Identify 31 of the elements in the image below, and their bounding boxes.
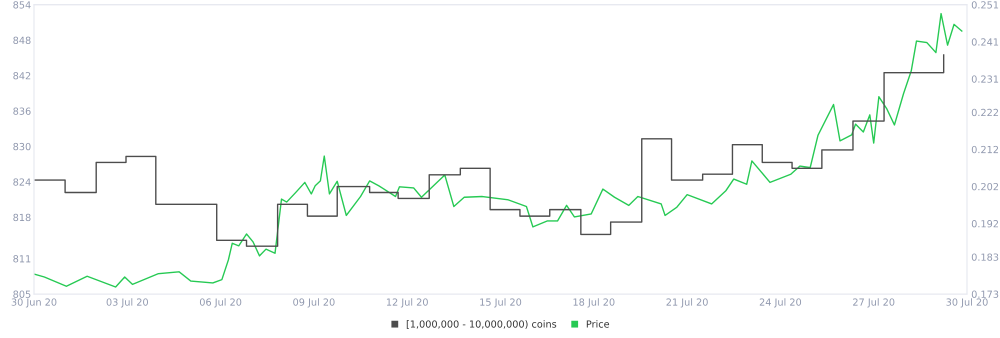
- y-tick-label: 836: [13, 107, 31, 115]
- x-tick-label: 24 Jul 20: [760, 298, 802, 308]
- legend-label: Price: [586, 320, 610, 328]
- y2-tick-label: 0.202: [972, 182, 998, 190]
- y-tick-label: 811: [13, 255, 30, 262]
- x-tick-label: 12 Jul 20: [386, 298, 428, 308]
- y2-tick-label: 0.212: [972, 146, 998, 154]
- y2-tick-label: 0.183: [972, 253, 998, 261]
- x-tick-label: 06 Jul 20: [200, 298, 242, 308]
- y2-tick-label: 0.251: [972, 1, 998, 9]
- x-tick-label: 21 Jul 20: [666, 298, 708, 308]
- y-tick-label: 830: [13, 142, 31, 150]
- y-tick-label: 805: [13, 290, 30, 298]
- y2-tick-label: 0.173: [972, 290, 998, 298]
- y2-tick-label: 0.222: [972, 108, 998, 116]
- y-tick-label: 818: [13, 214, 31, 222]
- x-tick-label: 03 Jul 20: [106, 298, 148, 308]
- x-tick-label: 27 Jul 20: [853, 298, 894, 308]
- y2-tick-label: 0.231: [972, 75, 998, 83]
- x-tick-label: 30 Jul 20: [946, 298, 988, 308]
- x-tick-label: 09 Jul 20: [293, 298, 335, 308]
- x-tick-label: 30 Jun 20: [12, 298, 56, 308]
- legend-label: [1,000,000 - 10,000,000) coins: [406, 320, 556, 329]
- y-tick-label: 842: [13, 72, 30, 80]
- y-tick-label: 854: [13, 1, 31, 9]
- x-tick-label: 18 Jul 20: [574, 298, 614, 308]
- y-tick-label: 848: [13, 36, 31, 44]
- y2-tick-label: 0.192: [972, 220, 998, 228]
- y2-tick-label: 0.241: [972, 38, 998, 46]
- x-tick-label: 15 Jul 20: [480, 298, 522, 308]
- y-tick-label: 824: [13, 178, 31, 186]
